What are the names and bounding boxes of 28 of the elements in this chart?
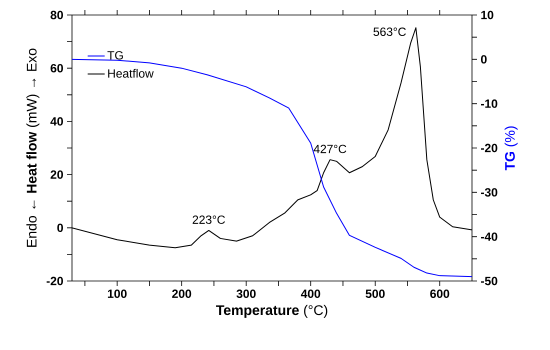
y-tick-label: 20 xyxy=(50,170,63,179)
x-tick-label: 600 xyxy=(430,290,450,298)
x-axis-title: Temperature (°C) xyxy=(216,304,328,318)
x-tick-label: 400 xyxy=(300,290,320,298)
y2-tick-label: 0 xyxy=(480,55,487,64)
y2-tick-label: -30 xyxy=(480,188,498,197)
y2-axis-title: TG (%) xyxy=(504,126,518,170)
annotation: 427°C xyxy=(314,144,346,154)
line-series xyxy=(72,58,472,278)
y2-tick-label: -20 xyxy=(480,144,498,152)
annotation: 563°C xyxy=(373,28,406,36)
y2-tick-label: -40 xyxy=(480,232,498,241)
y-tick-label: 40 xyxy=(50,117,63,126)
x-tick-label: 100 xyxy=(108,290,127,298)
annotation: 223°C xyxy=(192,215,225,224)
y-tick-label: -20 xyxy=(46,276,63,286)
y-tick-label: 80 xyxy=(50,10,63,20)
legend-label: TG xyxy=(107,51,123,60)
y2-tick-label: -10 xyxy=(480,99,498,108)
y-tick-label: 60 xyxy=(50,64,63,72)
y2-tick-label: 10 xyxy=(481,10,494,20)
y-tick-label: 0 xyxy=(57,224,63,232)
x-tick-label: 200 xyxy=(172,290,192,298)
x-tick-label: 300 xyxy=(236,290,256,298)
y-axis-title: Endo ← Heat flow (mW) → Exo xyxy=(26,48,40,247)
y2-tick-label: -50 xyxy=(480,276,498,286)
legend-label: Heatflow xyxy=(108,68,154,78)
x-tick-label: 500 xyxy=(366,290,385,298)
